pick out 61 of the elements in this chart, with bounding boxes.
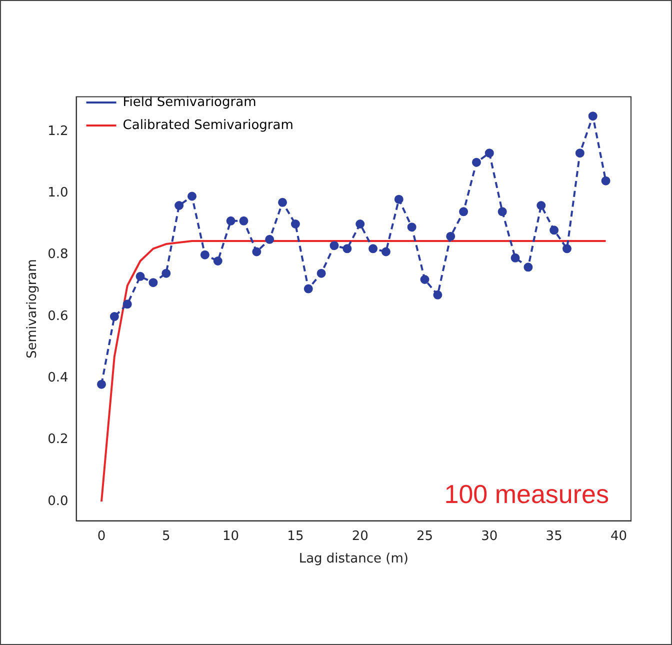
x-tick-label: 40 [610, 528, 627, 544]
y-tick-label: 0.4 [48, 370, 68, 386]
point [550, 226, 559, 235]
point [510, 253, 520, 262]
point [330, 241, 339, 250]
y-tick-label: 0.0 [48, 494, 68, 509]
x-tick-label: 15 [287, 528, 304, 544]
point [433, 290, 442, 300]
point [316, 268, 326, 278]
point [110, 312, 119, 322]
point [601, 176, 610, 186]
x-tick-label: 5 [162, 528, 170, 544]
point [342, 244, 352, 254]
point [524, 262, 533, 272]
point [368, 244, 378, 254]
point [162, 268, 171, 278]
point [562, 244, 572, 254]
point [484, 148, 494, 158]
point [420, 275, 430, 284]
y-tick-label: 0.6 [48, 308, 68, 324]
x-tick-label: 20 [352, 528, 368, 544]
x-tick-label: 35 [546, 528, 562, 544]
point [575, 148, 584, 158]
point [188, 192, 197, 201]
point [356, 220, 365, 228]
point [265, 234, 274, 244]
x-axis-title: Lag distance (m) [298, 552, 408, 567]
point [459, 207, 468, 216]
x-tick-label: 25 [416, 528, 434, 544]
point [213, 256, 222, 266]
point [381, 247, 390, 256]
legend-label: Field Semivariogram [122, 94, 256, 110]
y-tick-label: 1.0 [48, 186, 68, 201]
legend-label: Calibrated Semivariogram [122, 118, 294, 133]
point [239, 216, 248, 226]
y-tick-label: 1.2 [48, 124, 68, 139]
x-tick-label: 10 [222, 528, 240, 544]
point [536, 201, 546, 210]
x-tick-label: 30 [481, 528, 498, 544]
point [290, 220, 300, 228]
x-tick-label: 0 [97, 528, 106, 544]
point [407, 222, 416, 232]
y-tick-label: 0.2 [48, 432, 68, 448]
point [136, 272, 145, 281]
point [252, 247, 262, 256]
point [498, 207, 507, 216]
y-tick-label: 0.8 [48, 247, 68, 262]
point [304, 284, 313, 294]
point [148, 278, 158, 288]
point [226, 216, 236, 226]
point [174, 201, 184, 210]
y-axis-title: Semivariogram [25, 259, 40, 358]
point [122, 300, 132, 309]
point [96, 380, 106, 389]
point [588, 112, 598, 121]
point [446, 232, 456, 241]
point [472, 158, 481, 167]
point [200, 250, 210, 260]
point [278, 198, 288, 207]
annotation: 100 measures [444, 478, 609, 509]
point [394, 194, 404, 204]
